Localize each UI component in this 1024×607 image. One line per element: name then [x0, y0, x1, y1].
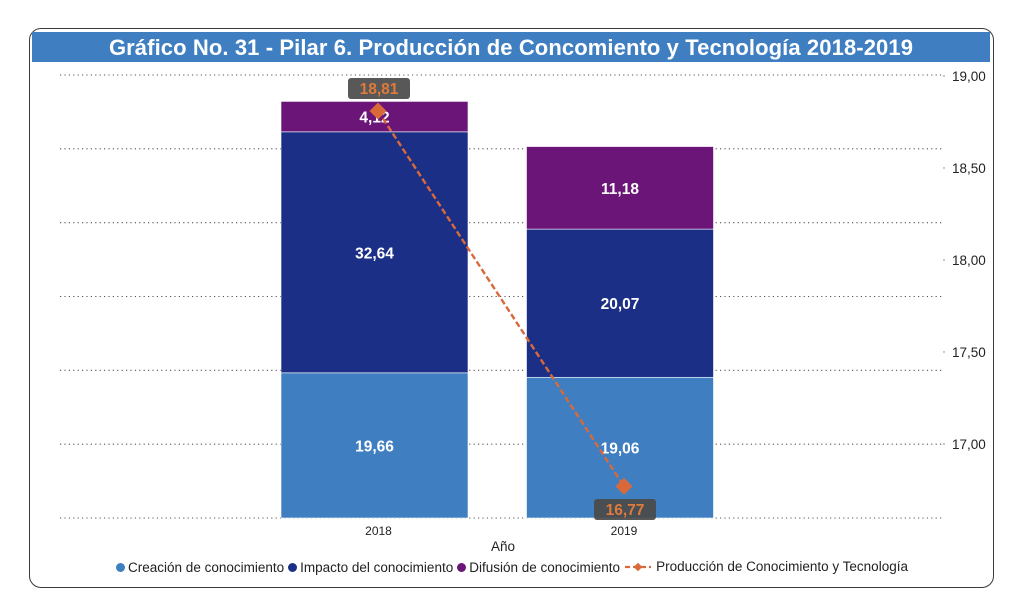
legend-label: Producción de Conocimiento y Tecnología [656, 559, 908, 574]
legend-dot-icon [288, 562, 298, 572]
x-axis-title: Año [491, 539, 515, 554]
secondary-axis-ticks: 19,00 18,50 18,00 17,50 17,00 [943, 69, 986, 452]
line-label-box [594, 499, 656, 520]
bar-data-label: 20,07 [601, 296, 640, 313]
legend-item[interactable]: Impacto del conocimiento [288, 560, 453, 575]
y-tick-mark [943, 351, 945, 353]
x-tick-label: 2019 [611, 524, 638, 538]
legend-line-marker-icon [625, 562, 652, 571]
y-tick-label: 19,00 [952, 69, 986, 84]
chart-title: Gráfico No. 31 - Pilar 6. Producción de … [32, 32, 990, 62]
line-label-box [348, 78, 410, 99]
legend-label: Impacto del conocimiento [300, 559, 454, 575]
bar-segment[interactable] [526, 146, 714, 230]
legend-item[interactable]: Producción de Conocimiento y Tecnología [624, 559, 908, 574]
line-path [376, 110, 626, 487]
legend-dot-icon [116, 562, 126, 572]
y-tick-mark [943, 443, 945, 445]
legend-label: Creación de conocimiento [128, 559, 285, 575]
bar-data-label: 19,06 [601, 441, 640, 458]
y-tick-mark [943, 75, 945, 77]
chart-frame [29, 28, 994, 588]
line-series: 18,81 16,77 [348, 78, 656, 520]
y-tick-label: 17,50 [952, 345, 986, 360]
x-tick-label: 2018 [365, 524, 392, 538]
bar-data-label: 11,18 [601, 181, 639, 198]
bar-segment[interactable] [280, 372, 469, 519]
line-data-label: 18,81 [360, 81, 399, 98]
bar-data-label: 19,66 [355, 438, 394, 455]
line-marker[interactable] [615, 477, 633, 495]
legend-dot-icon [457, 562, 467, 572]
legend-item[interactable]: Creación de conocimiento [116, 560, 284, 575]
y-tick-mark [943, 259, 945, 261]
x-axis-ticks: 2018 2019 [365, 524, 638, 538]
line-data-label: 16,77 [606, 502, 645, 519]
y-tick-mark [943, 167, 945, 169]
y-tick-label: 18,50 [952, 161, 986, 176]
y-tick-label: 17,00 [952, 437, 986, 452]
bar-segment[interactable] [526, 376, 714, 519]
bar-stack-2019: 19,06 20,07 11,18 [526, 146, 714, 519]
y-tick-label: 18,00 [952, 253, 986, 268]
bar-segment[interactable] [526, 228, 714, 378]
legend-label: Difusión de conocimiento [469, 559, 621, 575]
legend: Creación de conocimiento Impacto del cono… [0, 559, 1024, 575]
legend-item[interactable]: Difusión de conocimiento [457, 560, 620, 575]
bar-data-label: 32,64 [355, 245, 394, 262]
gridlines [60, 74, 943, 519]
line-marker[interactable] [369, 102, 387, 120]
bar-segment[interactable] [280, 131, 469, 374]
